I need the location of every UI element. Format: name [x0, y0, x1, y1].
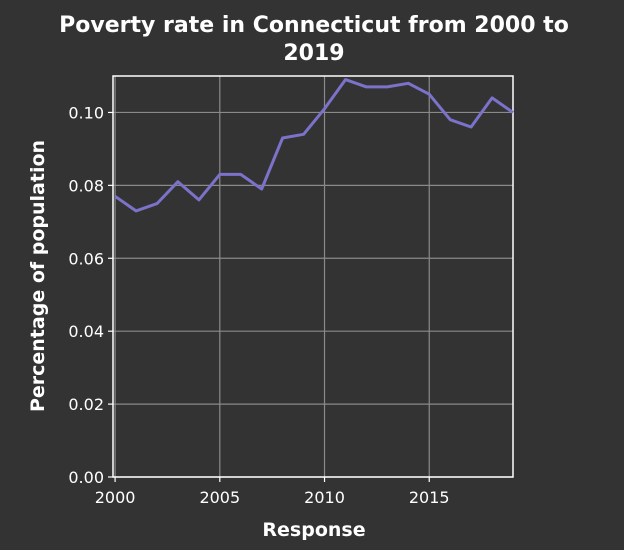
x-tick-label: 2005: [199, 488, 240, 507]
series-line-0: [115, 80, 513, 211]
y-tick-label: 0.02: [68, 395, 104, 414]
grid-lines: [113, 76, 513, 477]
y-tick-label: 0.06: [68, 249, 104, 268]
x-tick-label: 2010: [304, 488, 345, 507]
x-tick-label: 2000: [95, 488, 136, 507]
plot-frame: [113, 76, 513, 477]
chart-title-line-1: Poverty rate in Connecticut from 2000 to: [59, 13, 569, 38]
y-tick-label: 0.08: [68, 176, 104, 195]
y-tick-label: 0.04: [68, 322, 104, 341]
x-tick-label: 2015: [409, 488, 450, 507]
axis-ticks: 2000 2005 2010 2015 0.00 0.02 0.04 0.06 0.08 0.10: [68, 103, 449, 507]
y-axis-label: Percentage of population: [27, 140, 49, 412]
y-tick-label: 0.00: [68, 468, 104, 487]
chart-title-line-2: 2019: [283, 41, 344, 66]
x-axis-label: Response: [262, 519, 365, 541]
y-tick-label: 0.10: [68, 103, 104, 122]
series-group: [115, 80, 513, 211]
